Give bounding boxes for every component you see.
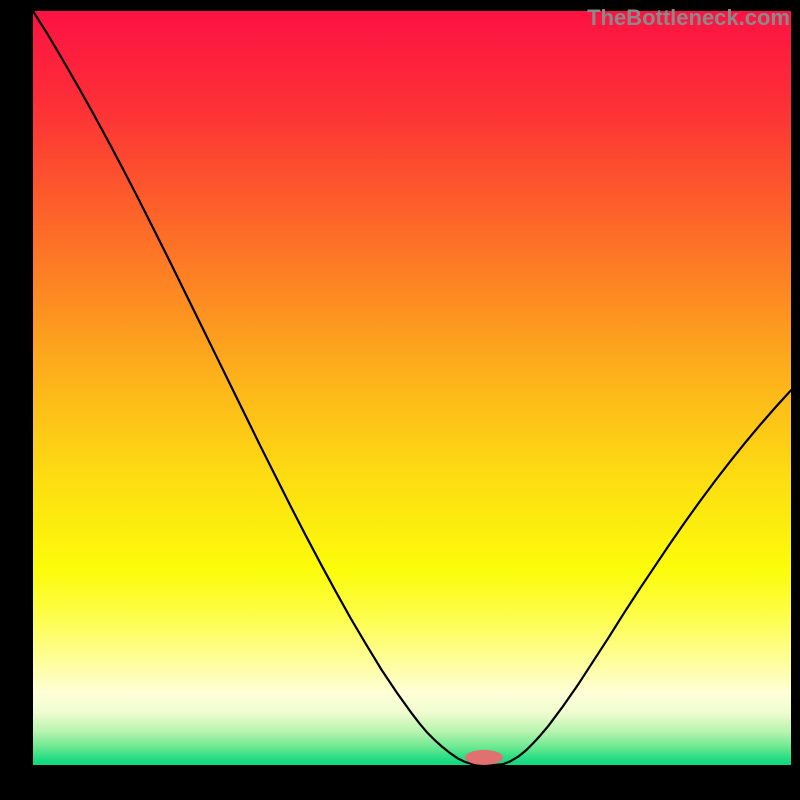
bottleneck-curve-chart <box>33 11 791 765</box>
plot-area <box>33 11 791 765</box>
chart-container: TheBottleneck.com <box>0 0 800 800</box>
gradient-background <box>33 11 791 765</box>
watermark-text: TheBottleneck.com <box>587 5 790 31</box>
optimal-marker <box>465 750 503 765</box>
